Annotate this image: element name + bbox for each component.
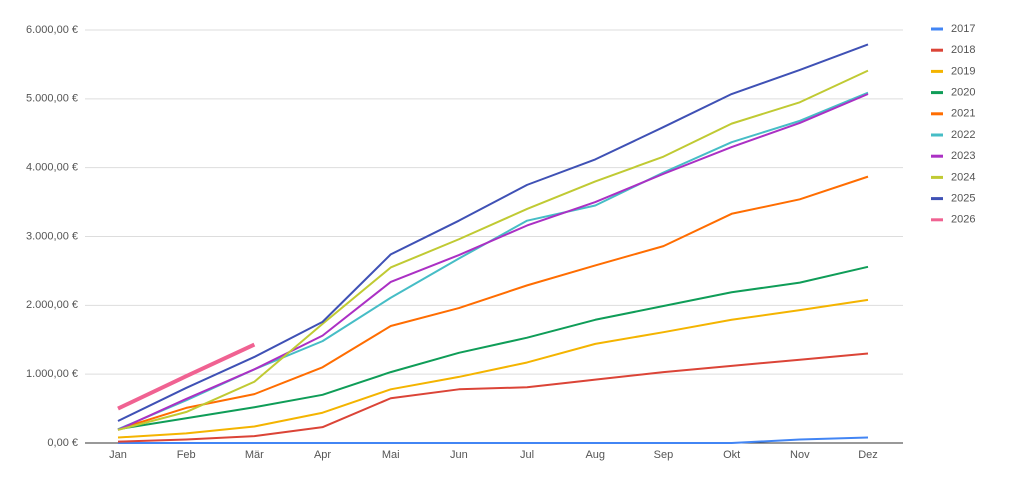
legend-label: 2019 — [951, 65, 975, 77]
legend-label: 2025 — [951, 193, 975, 205]
series-line — [117, 175, 869, 431]
x-tick-label: Jan — [109, 449, 127, 461]
legend-label: 2021 — [951, 108, 975, 120]
x-tick-label: Feb — [177, 449, 196, 461]
x-tick-label: Mai — [382, 449, 400, 461]
series-line — [117, 352, 869, 443]
legend-label: 2023 — [951, 150, 975, 162]
x-tick-label: Nov — [790, 449, 810, 461]
legend-label: 2024 — [951, 171, 975, 183]
y-tick-label: 6.000,00 € — [26, 24, 78, 36]
x-tick-label: Jun — [450, 449, 468, 461]
legend-label: 2022 — [951, 129, 975, 141]
series-line — [117, 342, 256, 411]
series-line — [117, 69, 869, 431]
y-tick-label: 4.000,00 € — [26, 162, 78, 174]
x-tick-label: Sep — [654, 449, 674, 461]
legend-label: 2017 — [951, 23, 975, 35]
y-tick-label: 2.000,00 € — [26, 299, 78, 311]
series-line — [117, 93, 869, 431]
y-tick-label: 0,00 € — [47, 437, 78, 449]
x-tick-label: Mär — [245, 449, 264, 461]
x-tick-label: Okt — [723, 449, 740, 461]
series-line — [117, 298, 869, 439]
x-tick-label: Jul — [520, 449, 534, 461]
legend-label: 2018 — [951, 44, 975, 56]
series-line — [117, 43, 869, 422]
y-tick-label: 5.000,00 € — [26, 93, 78, 105]
x-tick-label: Dez — [858, 449, 878, 461]
legend-label: 2020 — [951, 87, 975, 99]
x-tick-label: Aug — [585, 449, 605, 461]
legend-label: 2026 — [951, 214, 975, 226]
series-line — [117, 265, 869, 431]
y-tick-label: 3.000,00 € — [26, 230, 78, 242]
series-line — [118, 436, 869, 444]
x-tick-label: Apr — [314, 449, 331, 461]
y-tick-label: 1.000,00 € — [26, 368, 78, 380]
